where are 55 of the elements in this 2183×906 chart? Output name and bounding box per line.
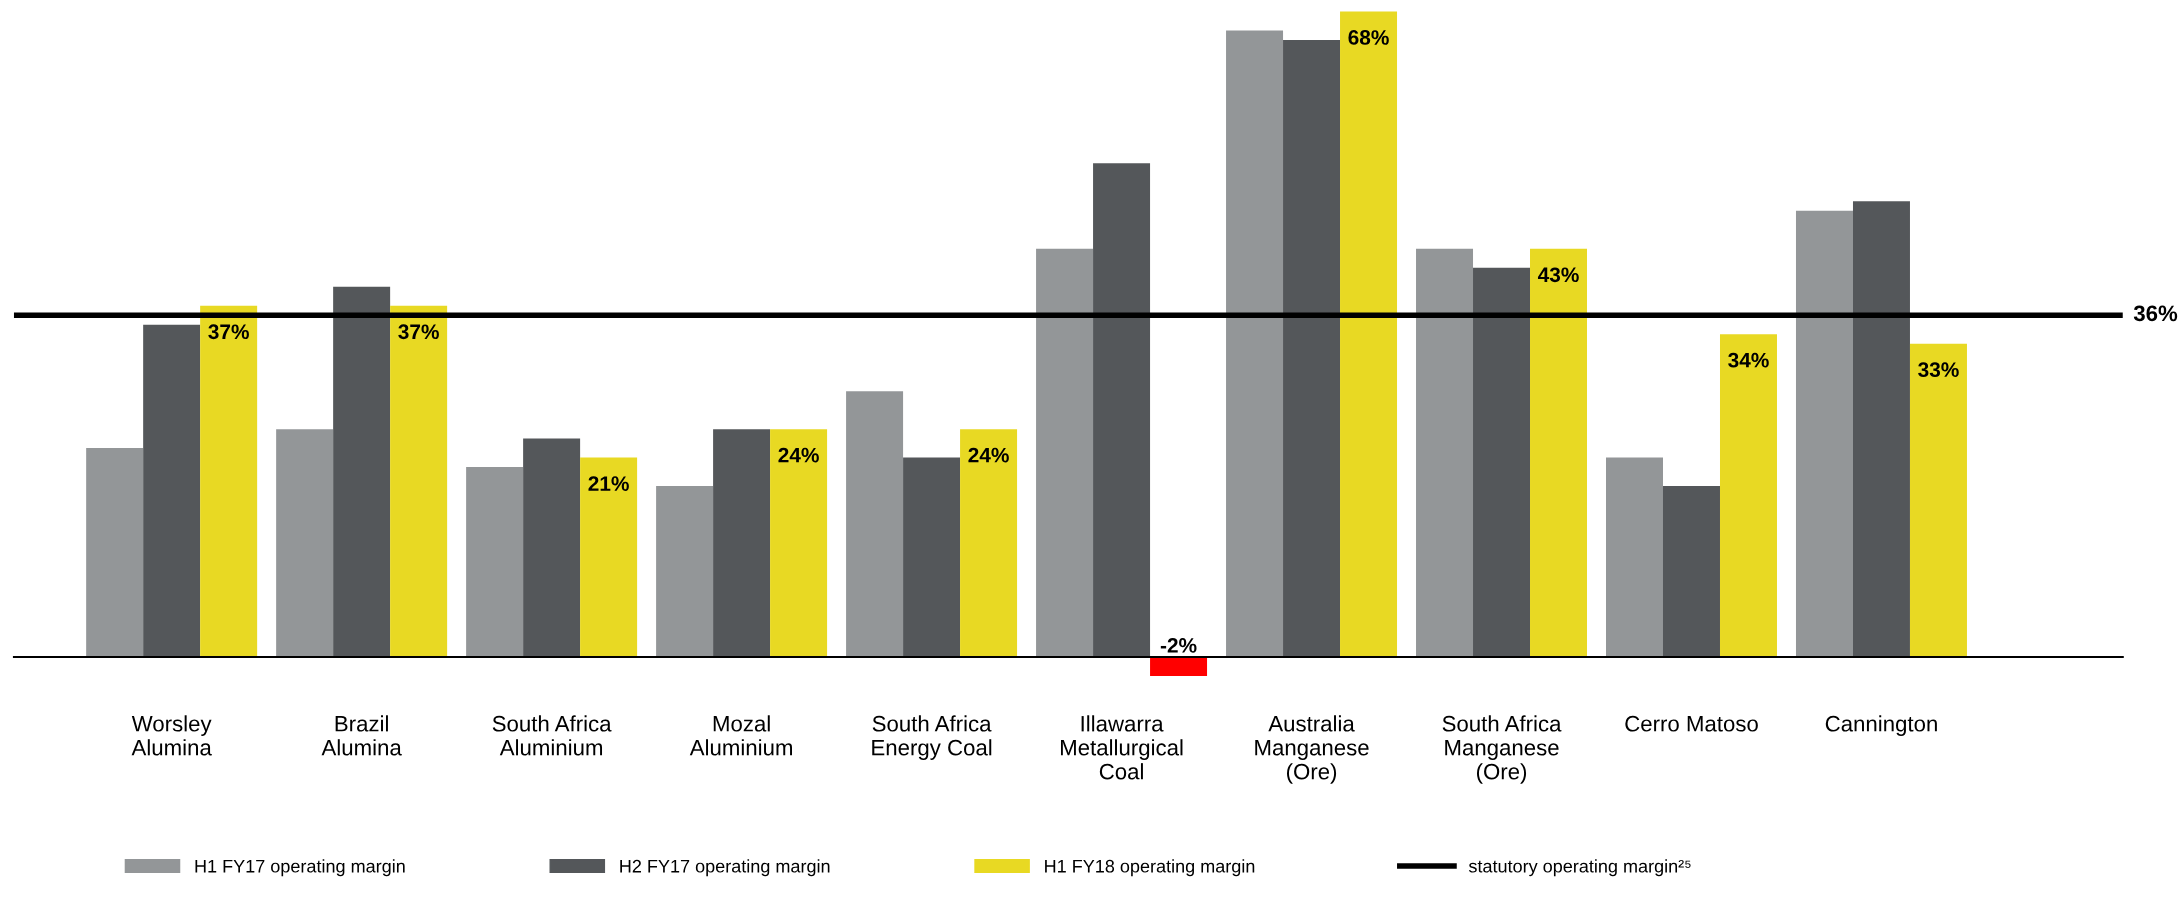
bar — [1606, 457, 1663, 657]
bar — [523, 438, 581, 657]
bar — [200, 305, 258, 657]
bar — [1663, 486, 1720, 657]
bar — [1340, 11, 1398, 657]
bar — [1852, 201, 1910, 657]
bar — [770, 429, 828, 657]
x-tick-label: South Africa Manganese (Ore) — [1442, 715, 1562, 784]
bar — [713, 429, 771, 657]
bar — [903, 457, 961, 657]
bar — [846, 391, 904, 657]
bar — [1909, 343, 1967, 657]
data-label: 24% — [968, 447, 1009, 463]
x-tick-label: Mozal Aluminium — [689, 715, 792, 756]
data-label: 68% — [1348, 30, 1389, 45]
legend-label: H1 FY17 operating margin — [195, 859, 405, 877]
bar — [333, 286, 391, 657]
bar — [960, 429, 1018, 657]
x-tick-label: South Africa Energy Coal — [872, 715, 992, 760]
x-tick-label: Worsley Alumina — [131, 715, 212, 756]
bar — [390, 305, 448, 657]
data-label: -2% — [1160, 638, 1197, 653]
legend-label: H2 FY17 operating margin — [620, 859, 830, 877]
bar — [1283, 39, 1341, 657]
data-label: 33% — [1918, 362, 1959, 378]
bar — [1036, 248, 1094, 657]
bar — [466, 467, 524, 657]
bar — [1093, 163, 1151, 657]
text: statutory operating margin²⁵ — [1468, 859, 1691, 877]
bar — [86, 448, 144, 657]
data-label: 34% — [1728, 352, 1769, 368]
bar — [656, 486, 714, 657]
bar — [1226, 30, 1284, 657]
bar — [1150, 656, 1208, 676]
bar — [143, 324, 201, 657]
bar — [1795, 210, 1853, 657]
data-label: 37% — [398, 324, 439, 340]
ref-line-label: 36% — [2133, 305, 2178, 322]
x-tick-label: Brazil Alumina — [321, 715, 402, 756]
bar — [1719, 334, 1777, 657]
data-label: 24% — [778, 447, 819, 463]
x-tick-label: Australia Manganese (Ore) — [1255, 715, 1369, 784]
bar — [1416, 248, 1474, 657]
bar — [1530, 248, 1588, 657]
data-label: 21% — [588, 476, 629, 491]
x-tick-label: Illawarra Metallurgical Coal — [1061, 715, 1183, 780]
x-tick-label: Cannington — [1825, 715, 1937, 736]
x-tick-label: Cerro Matoso — [1625, 715, 1758, 732]
data-label: 43% — [1537, 267, 1579, 283]
data-label: 37% — [208, 324, 249, 340]
x-tick-label: South Africa Aluminium — [492, 715, 612, 756]
legend-label: H1 FY18 operating margin — [1045, 859, 1255, 877]
bar — [580, 457, 638, 657]
bar — [1473, 267, 1531, 657]
bar — [276, 429, 334, 657]
